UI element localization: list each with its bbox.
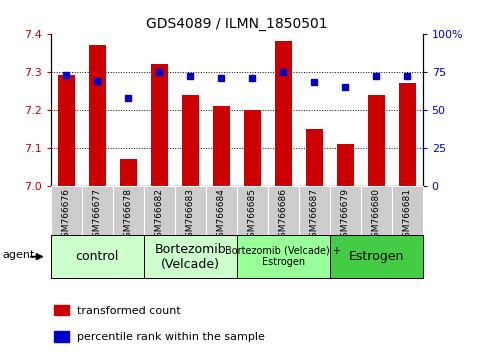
Bar [398, 83, 416, 186]
Bar [306, 129, 323, 186]
Bar [151, 64, 168, 186]
Bar [51, 235, 144, 278]
Text: GSM766676: GSM766676 [62, 188, 71, 243]
Text: GSM766687: GSM766687 [310, 188, 319, 243]
Bar [392, 186, 423, 235]
Bar [298, 186, 329, 235]
Bar [213, 106, 230, 186]
Bar [329, 235, 423, 278]
Bar [337, 144, 354, 186]
Bar [144, 186, 175, 235]
Bar [89, 45, 106, 186]
Bar [55, 305, 70, 315]
Text: GSM766684: GSM766684 [217, 188, 226, 243]
Bar [113, 186, 144, 235]
Bar [144, 235, 237, 278]
Bar [206, 186, 237, 235]
Text: Bortezomib
(Velcade): Bortezomib (Velcade) [155, 242, 226, 271]
Bar [275, 41, 292, 186]
Text: GSM766680: GSM766680 [371, 188, 381, 243]
Bar [175, 186, 206, 235]
Text: GSM766682: GSM766682 [155, 188, 164, 243]
Bar [361, 186, 392, 235]
Title: GDS4089 / ILMN_1850501: GDS4089 / ILMN_1850501 [146, 17, 327, 31]
Bar [243, 110, 261, 186]
Text: GSM766678: GSM766678 [124, 188, 133, 243]
Text: GSM766681: GSM766681 [403, 188, 412, 243]
Text: percentile rank within the sample: percentile rank within the sample [77, 332, 265, 342]
Bar [57, 75, 75, 186]
Bar [237, 186, 268, 235]
Text: Bortezomib (Velcade) +
Estrogen: Bortezomib (Velcade) + Estrogen [225, 246, 341, 268]
Text: GSM766686: GSM766686 [279, 188, 288, 243]
Text: control: control [75, 250, 119, 263]
Bar [368, 95, 384, 186]
Bar [268, 186, 298, 235]
Text: GSM766677: GSM766677 [93, 188, 102, 243]
Bar [120, 159, 137, 186]
Bar [51, 186, 82, 235]
Bar [82, 186, 113, 235]
Text: Estrogen: Estrogen [348, 250, 404, 263]
Text: GSM766679: GSM766679 [341, 188, 350, 243]
Bar [237, 235, 330, 278]
Text: GSM766683: GSM766683 [185, 188, 195, 243]
Bar [55, 331, 70, 342]
Text: GSM766685: GSM766685 [248, 188, 256, 243]
Bar [182, 95, 199, 186]
Text: transformed count: transformed count [77, 306, 181, 316]
Text: agent: agent [2, 250, 35, 259]
Bar [329, 186, 361, 235]
